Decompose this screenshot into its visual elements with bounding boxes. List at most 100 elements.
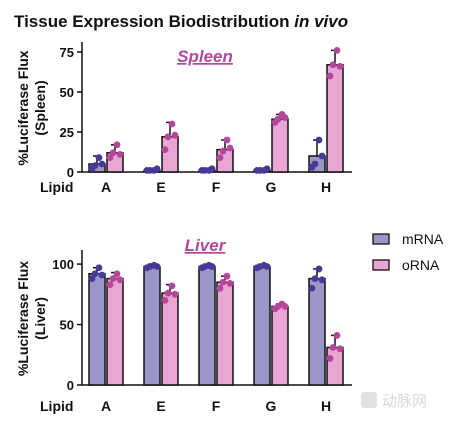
data-point-mrna (208, 165, 216, 173)
data-point-orna (219, 278, 227, 286)
data-point-mrna (318, 276, 326, 284)
data-point-mrna (263, 263, 271, 270)
watermark-text: 动脉网 (382, 393, 427, 410)
data-point-mrna (318, 152, 326, 160)
y-tick-label: 25 (60, 125, 74, 140)
x-tick-label: A (101, 398, 111, 414)
x-tick-label: H (321, 179, 331, 195)
data-point-mrna (95, 264, 103, 272)
bar-mrna (253, 265, 271, 386)
title-italic: in vivo (294, 12, 348, 31)
data-point-mrna (153, 165, 161, 173)
bar-mrna (198, 265, 216, 386)
title-main: Tissue Expression Biodistribution (14, 12, 294, 31)
data-point-orna (226, 144, 234, 152)
data-point-orna (281, 303, 289, 310)
data-point-orna (168, 120, 176, 128)
bar-mrna (143, 265, 161, 386)
data-point-orna (223, 136, 231, 144)
y-axis-label: %Luciferase Flux(Liver) (15, 261, 48, 376)
x-axis-title: Lipid (40, 179, 73, 195)
data-point-mrna (308, 284, 316, 292)
data-point-mrna (98, 271, 106, 279)
bar-orna (326, 346, 344, 386)
data-point-orna (333, 47, 341, 54)
data-point-orna (164, 133, 172, 141)
y-tick-label: 50 (60, 318, 74, 333)
data-point-orna (109, 275, 117, 282)
data-point-mrna (95, 154, 103, 162)
y-axis-label-line: (Liver) (32, 297, 48, 340)
data-point-orna (281, 114, 289, 121)
y-tick-label: 75 (60, 45, 74, 60)
data-point-orna (219, 147, 227, 155)
bar-orna (106, 277, 124, 386)
legend-swatch-orna (372, 259, 390, 271)
data-point-orna (113, 270, 121, 278)
data-point-orna (216, 284, 224, 292)
spleen-chart: Spleen %Luciferase Flux(Spleen) 0 25 50 75 Lip… (15, 42, 352, 195)
data-point-orna (329, 344, 337, 351)
data-point-orna (109, 149, 117, 157)
bar-orna (161, 292, 179, 386)
data-point-orna (116, 276, 124, 284)
data-point-mrna (311, 275, 319, 282)
data-point-orna (226, 280, 234, 287)
bar-orna (161, 136, 179, 173)
x-tick-label: G (266, 398, 277, 414)
legend-label-orna: oRNA (402, 257, 440, 273)
data-point-orna (329, 61, 337, 69)
x-tick-label: E (156, 398, 165, 414)
watermark-logo-icon (361, 392, 377, 408)
x-tick-label: E (156, 179, 165, 195)
data-point-mrna (153, 263, 161, 270)
bar-orna (271, 118, 289, 173)
data-point-mrna (315, 136, 323, 144)
y-tick-label: 0 (67, 378, 74, 393)
chart-subtitle: Spleen (177, 47, 233, 66)
data-point-orna (223, 272, 231, 280)
x-tick-label: F (212, 398, 221, 414)
y-tick-label: 0 (67, 165, 74, 180)
y-axis-label-line: %Luciferase Flux (15, 261, 31, 376)
data-point-orna (336, 63, 344, 70)
data-point-orna (171, 290, 179, 298)
data-point-mrna (91, 270, 99, 278)
chart-subtitle: Liver (185, 236, 227, 255)
x-tick-label: G (266, 179, 277, 195)
data-point-mrna (311, 160, 319, 168)
data-point-mrna (315, 265, 323, 273)
data-point-orna (274, 115, 282, 123)
bar-orna (271, 305, 289, 386)
watermark: 动脉网 (361, 392, 427, 410)
data-point-mrna (263, 165, 271, 173)
data-point-orna (216, 154, 224, 162)
data-point-orna (326, 355, 334, 362)
bar-orna (326, 64, 344, 173)
bar-orna (216, 281, 234, 386)
y-axis-label-line: (Spleen) (32, 80, 48, 135)
y-axis-label: %Luciferase Flux(Spleen) (15, 50, 48, 165)
data-point-orna (164, 289, 172, 297)
data-point-orna (106, 281, 114, 289)
data-point-orna (113, 141, 121, 149)
y-tick-label: 50 (60, 85, 74, 100)
data-point-orna (161, 146, 169, 154)
liver-chart: Liver %Luciferase Flux(Liver) 0 50 100 Lipid A… (15, 236, 352, 414)
legend-swatch-mrna (372, 233, 390, 245)
data-point-mrna (208, 263, 216, 270)
data-point-orna (116, 151, 124, 158)
data-point-mrna (91, 162, 99, 170)
bar-mrna (88, 273, 106, 386)
data-point-orna (326, 72, 334, 80)
y-axis-label-line: %Luciferase Flux (15, 50, 31, 165)
x-axis-title: Lipid (40, 398, 73, 414)
data-point-orna (333, 332, 341, 339)
x-tick-label: A (101, 179, 111, 195)
data-point-mrna (98, 160, 106, 168)
legend: mRNA oRNA (372, 231, 444, 273)
data-point-orna (168, 282, 176, 290)
y-tick-label: 100 (52, 257, 74, 272)
data-point-orna (336, 345, 344, 353)
